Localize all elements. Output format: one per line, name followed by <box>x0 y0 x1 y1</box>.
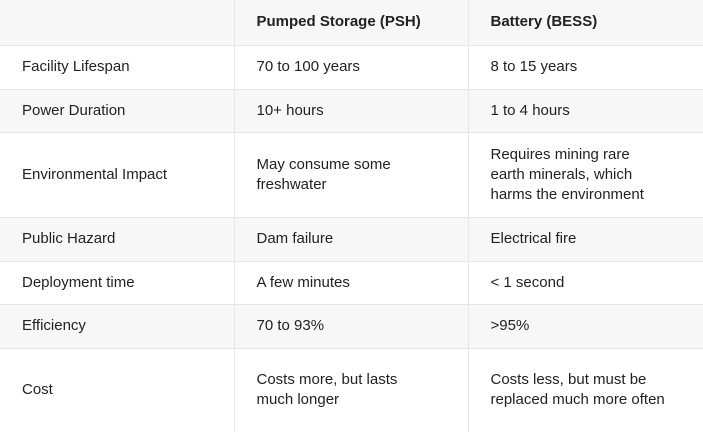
row-label: Deployment time <box>0 260 235 305</box>
header-cell: Battery (BESS) <box>467 0 703 46</box>
cell: 70 to 100 years <box>233 44 469 90</box>
row-label: Facility Lifespan <box>0 44 235 90</box>
row-label: Power Duration <box>0 88 235 133</box>
cell: < 1 second <box>467 260 703 305</box>
row: Efficiency 70 to 93% >95% <box>0 303 703 349</box>
row: Facility Lifespan 70 to 100 years 8 to 1… <box>0 44 703 90</box>
row: Power Duration 10+ hours 1 to 4 hours <box>0 88 703 133</box>
row: Public Hazard Dam failure Electrical fir… <box>0 216 703 262</box>
header-cell <box>0 0 235 46</box>
cell: Dam failure <box>233 216 469 262</box>
row-label: Environmental Impact <box>0 131 235 218</box>
cell: Costs more, but lasts much longer <box>233 347 469 432</box>
row-label: Public Hazard <box>0 216 235 262</box>
cell: Electrical fire <box>467 216 703 262</box>
cell: 10+ hours <box>233 88 469 133</box>
row-label: Cost <box>0 347 235 432</box>
cell: Costs less, but must be replaced much mo… <box>467 347 703 432</box>
cell: >95% <box>467 303 703 349</box>
cell: 70 to 93% <box>233 303 469 349</box>
cell: 8 to 15 years <box>467 44 703 90</box>
cell: 1 to 4 hours <box>467 88 703 133</box>
header-row: Pumped Storage (PSH) Battery (BESS) <box>0 0 703 46</box>
cell: Requires mining rare earth minerals, whi… <box>467 131 703 218</box>
cell: May consume some freshwater <box>233 131 469 218</box>
row: Environmental Impact May consume some fr… <box>0 131 703 218</box>
cell: A few minutes <box>233 260 469 305</box>
row-label: Efficiency <box>0 303 235 349</box>
header-cell: Pumped Storage (PSH) <box>233 0 469 46</box>
row: Cost Costs more, but lasts much longer C… <box>0 347 703 432</box>
row: Deployment time A few minutes < 1 second <box>0 260 703 305</box>
